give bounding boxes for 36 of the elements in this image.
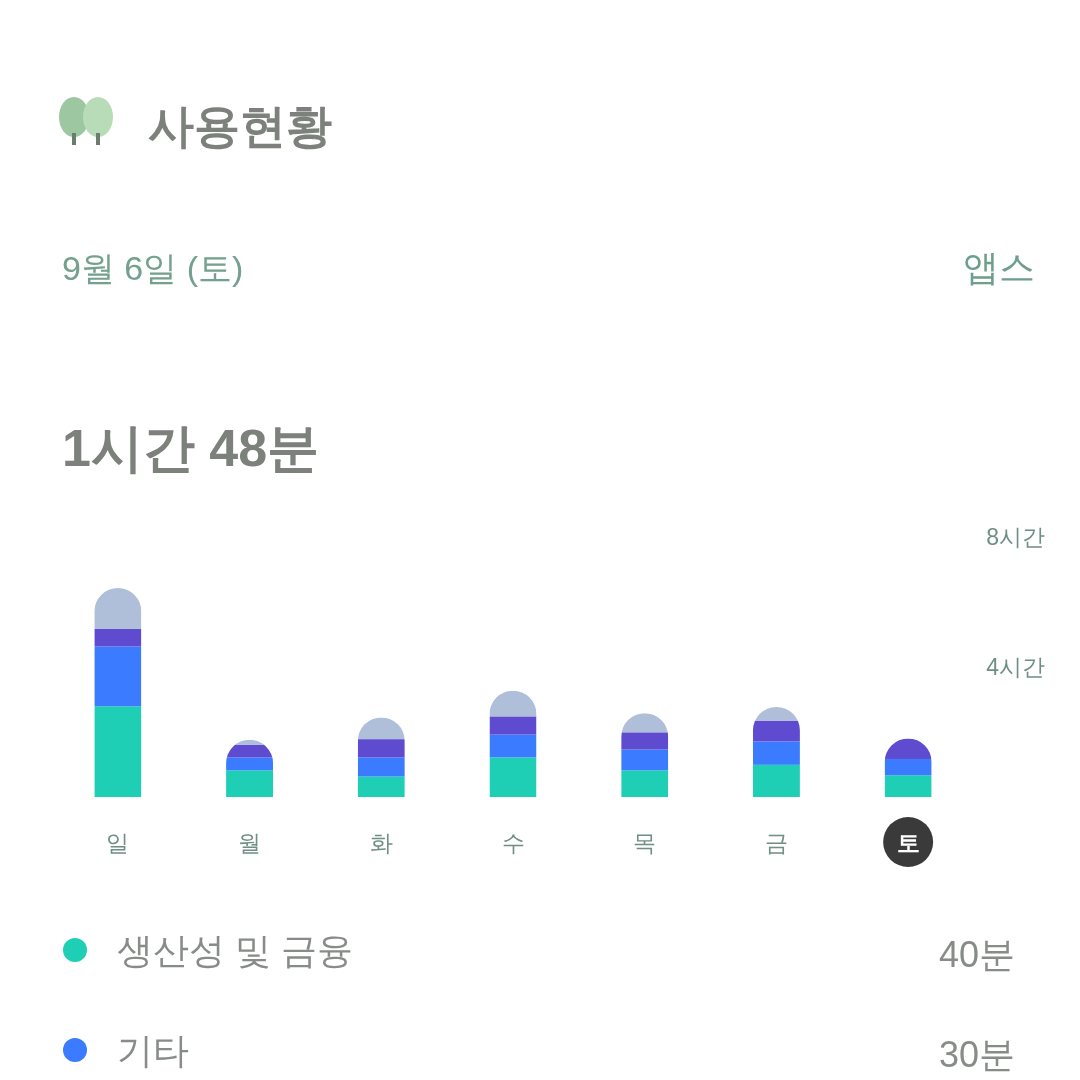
legend-label: 기타	[117, 1030, 189, 1071]
y-tick-label: 4시간	[986, 654, 1045, 680]
bar	[226, 757, 274, 771]
bar	[94, 646, 142, 707]
x-tick-label: 월	[238, 830, 262, 856]
bar	[357, 739, 405, 758]
bar	[94, 706, 142, 797]
chart-title: 사용현황	[148, 100, 332, 152]
x-tick-label: 토	[896, 830, 920, 856]
x-tick-label: 금	[764, 830, 788, 856]
bar	[884, 758, 932, 776]
text: 1시간 48분	[62, 419, 320, 477]
bar	[357, 776, 405, 797]
bar	[621, 770, 669, 797]
bar	[752, 764, 800, 797]
bar	[621, 732, 669, 750]
bar	[489, 734, 537, 758]
bar	[752, 741, 800, 765]
x-tick-label: 화	[369, 830, 393, 856]
x-tick-label: 수	[501, 830, 525, 856]
bar	[621, 749, 669, 771]
x-tick-label: 목	[633, 830, 657, 856]
bar	[884, 775, 932, 797]
text: 앱스	[963, 247, 1035, 288]
bar	[489, 716, 537, 735]
bar	[226, 770, 274, 797]
x-tick-label: 일	[106, 830, 130, 856]
bar	[489, 757, 537, 797]
legend-label: 생산성 및 금융	[117, 930, 354, 971]
bar	[752, 720, 800, 742]
bar	[357, 757, 405, 777]
text: 30분	[938, 1034, 1015, 1075]
text: 40분	[938, 934, 1015, 975]
bar	[94, 628, 142, 647]
y-tick-label: 8시간	[986, 524, 1045, 550]
chart-subtitle: 9월 6일 (토)	[62, 249, 244, 287]
